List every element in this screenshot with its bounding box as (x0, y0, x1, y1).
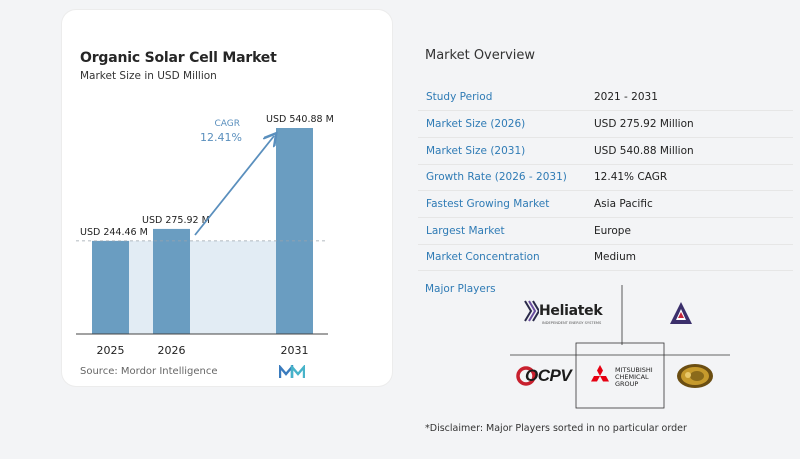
mordor-logo-icon (279, 365, 305, 378)
chart-card: Organic Solar Cell Market Market Size in… (62, 10, 392, 386)
data-label: USD 275.92 M (142, 215, 210, 226)
bar (276, 128, 313, 334)
ocpv-ring-icon (516, 366, 536, 386)
ocpv-wordmark: OCPV (525, 366, 572, 385)
bar (153, 228, 190, 334)
row-key: Market Size (2026) (418, 110, 586, 138)
chart-subtitle: Market Size in USD Million (80, 70, 217, 82)
heliatek-mark-icon (524, 300, 539, 322)
mitsubishi-diamonds-icon (591, 365, 609, 382)
x-tick-label: 2026 (158, 344, 186, 357)
row-value: 12.41% CAGR (586, 164, 793, 192)
table-row: Study Period 2021 - 2031 (418, 84, 793, 112)
major-players-title: Major Players (425, 283, 496, 295)
row-key: Market Size (2031) (418, 137, 586, 165)
row-value: Asia Pacific (586, 190, 793, 218)
row-value: 2021 - 2031 (586, 84, 793, 112)
row-key: Fastest Growing Market (418, 190, 586, 218)
mitsubishi-line-3: GROUP (615, 380, 639, 388)
row-value: Medium (586, 244, 793, 272)
table-row: Fastest Growing Market Asia Pacific (418, 190, 793, 218)
row-value: USD 540.88 Million (586, 137, 793, 165)
heliatek-wordmark: Heliatek (539, 303, 603, 319)
data-label: USD 244.46 M (80, 227, 148, 238)
overview-title: Market Overview (425, 48, 536, 63)
mitsubishi-line-1: MITSUBISHI (615, 366, 653, 374)
disclaimer: *Disclaimer: Major Players sorted in no … (425, 423, 687, 434)
data-label: USD 540.88 M (266, 114, 334, 125)
cagr-value: 12.41% (200, 131, 242, 144)
chart-title: Organic Solar Cell Market (80, 50, 277, 66)
cagr-arrow (194, 136, 274, 236)
gold-oval-logo-icon (677, 364, 713, 388)
overview-table: Study Period 2021 - 2031 Market Size (202… (418, 84, 793, 272)
row-key: Market Concentration (418, 244, 586, 272)
table-row: Growth Rate (2026 - 2031) 12.41% CAGR (418, 164, 793, 192)
table-row: Market Size (2026) USD 275.92 Million (418, 110, 793, 138)
cagr-label: CAGR (214, 119, 240, 129)
x-tick-label: 2025 (97, 344, 125, 357)
row-key: Growth Rate (2026 - 2031) (418, 164, 586, 192)
a-triangle-logo-icon (670, 302, 692, 324)
x-tick-label: 2031 (281, 344, 309, 357)
mitsubishi-line-2: CHEMICAL (615, 373, 649, 381)
source-note: Source: Mordor Intelligence (80, 366, 218, 377)
row-value: Europe (586, 217, 793, 245)
row-value: USD 275.92 Million (586, 110, 793, 138)
players-grid (510, 285, 730, 409)
table-row: Market Concentration Medium (418, 244, 793, 272)
row-key: Largest Market (418, 217, 586, 245)
row-key: Study Period (418, 84, 586, 112)
market-overview-panel: Market Overview Study Period 2021 - 2031 … (405, 0, 800, 459)
table-row: Market Size (2031) USD 540.88 Million (418, 137, 793, 165)
table-row: Largest Market Europe (418, 217, 793, 245)
heliatek-tagline: INDEPENDENT ENERGY SYSTEMS (542, 321, 602, 325)
bar (92, 240, 129, 334)
